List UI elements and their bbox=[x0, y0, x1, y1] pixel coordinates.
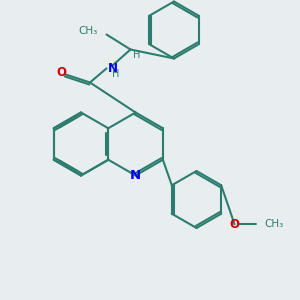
Text: CH₃: CH₃ bbox=[79, 26, 98, 37]
Text: N: N bbox=[130, 169, 141, 182]
Text: O: O bbox=[56, 65, 66, 79]
Text: H: H bbox=[112, 69, 120, 79]
Text: H: H bbox=[133, 50, 140, 61]
Text: O: O bbox=[230, 218, 240, 231]
Text: N: N bbox=[108, 62, 118, 75]
Text: CH₃: CH₃ bbox=[264, 219, 283, 230]
